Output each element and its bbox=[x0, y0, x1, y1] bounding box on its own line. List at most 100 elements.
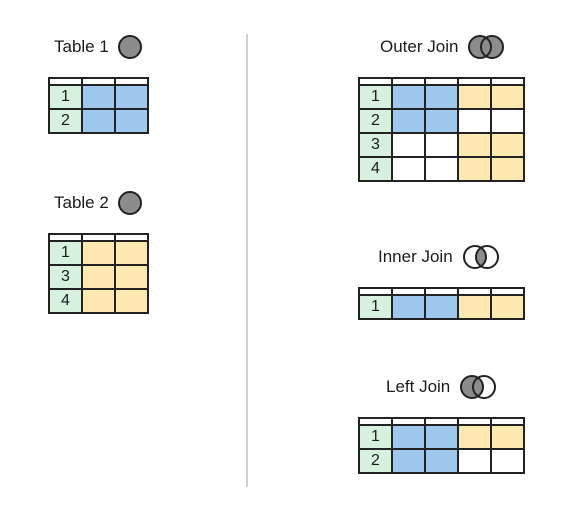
yellow-cell bbox=[457, 132, 492, 158]
empty-cell bbox=[457, 108, 492, 134]
table-row: 1 bbox=[358, 84, 525, 110]
yellow-cell bbox=[490, 424, 525, 450]
header-cell bbox=[114, 77, 149, 86]
vertical-divider bbox=[246, 34, 248, 487]
header-cell bbox=[424, 287, 459, 296]
venn-union-icon bbox=[468, 35, 505, 59]
header-cell bbox=[424, 77, 459, 86]
inner-join-title: Inner Join bbox=[378, 247, 453, 266]
blue-cell bbox=[391, 294, 426, 320]
venn-left-icon bbox=[460, 375, 497, 399]
header-row bbox=[358, 417, 525, 426]
table-row: 1 bbox=[358, 424, 525, 450]
header-cell bbox=[490, 77, 525, 86]
table-row: 2 bbox=[358, 108, 525, 134]
key-cell: 1 bbox=[358, 84, 393, 110]
header-cell bbox=[457, 417, 492, 426]
header-cell bbox=[391, 77, 426, 86]
key-cell: 2 bbox=[358, 448, 393, 474]
table1-title: Table 1 bbox=[54, 37, 109, 56]
empty-cell bbox=[424, 132, 459, 158]
circle-icon bbox=[117, 35, 142, 59]
blue-cell bbox=[424, 448, 459, 474]
header-cell bbox=[457, 77, 492, 86]
key-cell: 4 bbox=[48, 288, 83, 314]
yellow-cell bbox=[114, 240, 149, 266]
blue-cell bbox=[391, 448, 426, 474]
yellow-cell bbox=[490, 132, 525, 158]
header-cell bbox=[48, 233, 83, 242]
blue-cell bbox=[391, 84, 426, 110]
yellow-cell bbox=[81, 288, 116, 314]
key-cell: 3 bbox=[358, 132, 393, 158]
empty-cell bbox=[391, 132, 426, 158]
empty-cell bbox=[424, 156, 459, 182]
header-row bbox=[358, 77, 525, 86]
header-cell bbox=[391, 287, 426, 296]
blue-cell bbox=[424, 108, 459, 134]
header-cell bbox=[81, 233, 116, 242]
yellow-cell bbox=[457, 84, 492, 110]
yellow-cell bbox=[457, 424, 492, 450]
yellow-cell bbox=[490, 84, 525, 110]
header-cell bbox=[391, 417, 426, 426]
key-cell: 2 bbox=[358, 108, 393, 134]
header-cell bbox=[424, 417, 459, 426]
header-row bbox=[358, 287, 525, 296]
yellow-cell bbox=[114, 264, 149, 290]
table-row: 4 bbox=[358, 156, 525, 182]
left-join-heading: Left Join bbox=[386, 374, 498, 400]
blue-cell bbox=[391, 108, 426, 134]
blue-cell bbox=[424, 294, 459, 320]
header-cell bbox=[114, 233, 149, 242]
table2-title: Table 2 bbox=[54, 193, 109, 212]
inner-join-table: 1 bbox=[358, 287, 525, 320]
header-cell bbox=[457, 287, 492, 296]
key-cell: 1 bbox=[48, 240, 83, 266]
blue-cell bbox=[81, 108, 116, 134]
table-row: 3 bbox=[358, 132, 525, 158]
blue-cell bbox=[391, 424, 426, 450]
key-cell: 1 bbox=[358, 294, 393, 320]
inner-join-heading: Inner Join bbox=[378, 244, 501, 270]
outer-join-heading: Outer Join bbox=[380, 34, 506, 60]
header-row bbox=[48, 233, 149, 242]
blue-cell bbox=[114, 84, 149, 110]
table1-heading: Table 1 bbox=[54, 34, 143, 60]
table-row: 4 bbox=[48, 288, 149, 314]
header-cell bbox=[358, 77, 393, 86]
yellow-cell bbox=[114, 288, 149, 314]
empty-cell bbox=[490, 108, 525, 134]
table-row: 1 bbox=[358, 294, 525, 320]
left-join-title: Left Join bbox=[386, 377, 451, 396]
key-cell: 2 bbox=[48, 108, 83, 134]
table2-heading: Table 2 bbox=[54, 190, 143, 216]
yellow-cell bbox=[457, 294, 492, 320]
venn-intersection-icon bbox=[462, 245, 499, 269]
key-cell: 3 bbox=[48, 264, 83, 290]
empty-cell bbox=[457, 448, 492, 474]
outer-join-title: Outer Join bbox=[380, 37, 459, 56]
yellow-cell bbox=[457, 156, 492, 182]
yellow-cell bbox=[490, 294, 525, 320]
circle-icon bbox=[117, 191, 142, 215]
yellow-cell bbox=[81, 264, 116, 290]
header-cell bbox=[48, 77, 83, 86]
yellow-cell bbox=[490, 156, 525, 182]
table-row: 3 bbox=[48, 264, 149, 290]
key-cell: 4 bbox=[358, 156, 393, 182]
table-row: 1 bbox=[48, 84, 149, 110]
table-row: 2 bbox=[358, 448, 525, 474]
blue-cell bbox=[424, 84, 459, 110]
yellow-cell bbox=[81, 240, 116, 266]
blue-cell bbox=[114, 108, 149, 134]
header-cell bbox=[81, 77, 116, 86]
header-cell bbox=[490, 287, 525, 296]
header-cell bbox=[358, 287, 393, 296]
empty-cell bbox=[391, 156, 426, 182]
